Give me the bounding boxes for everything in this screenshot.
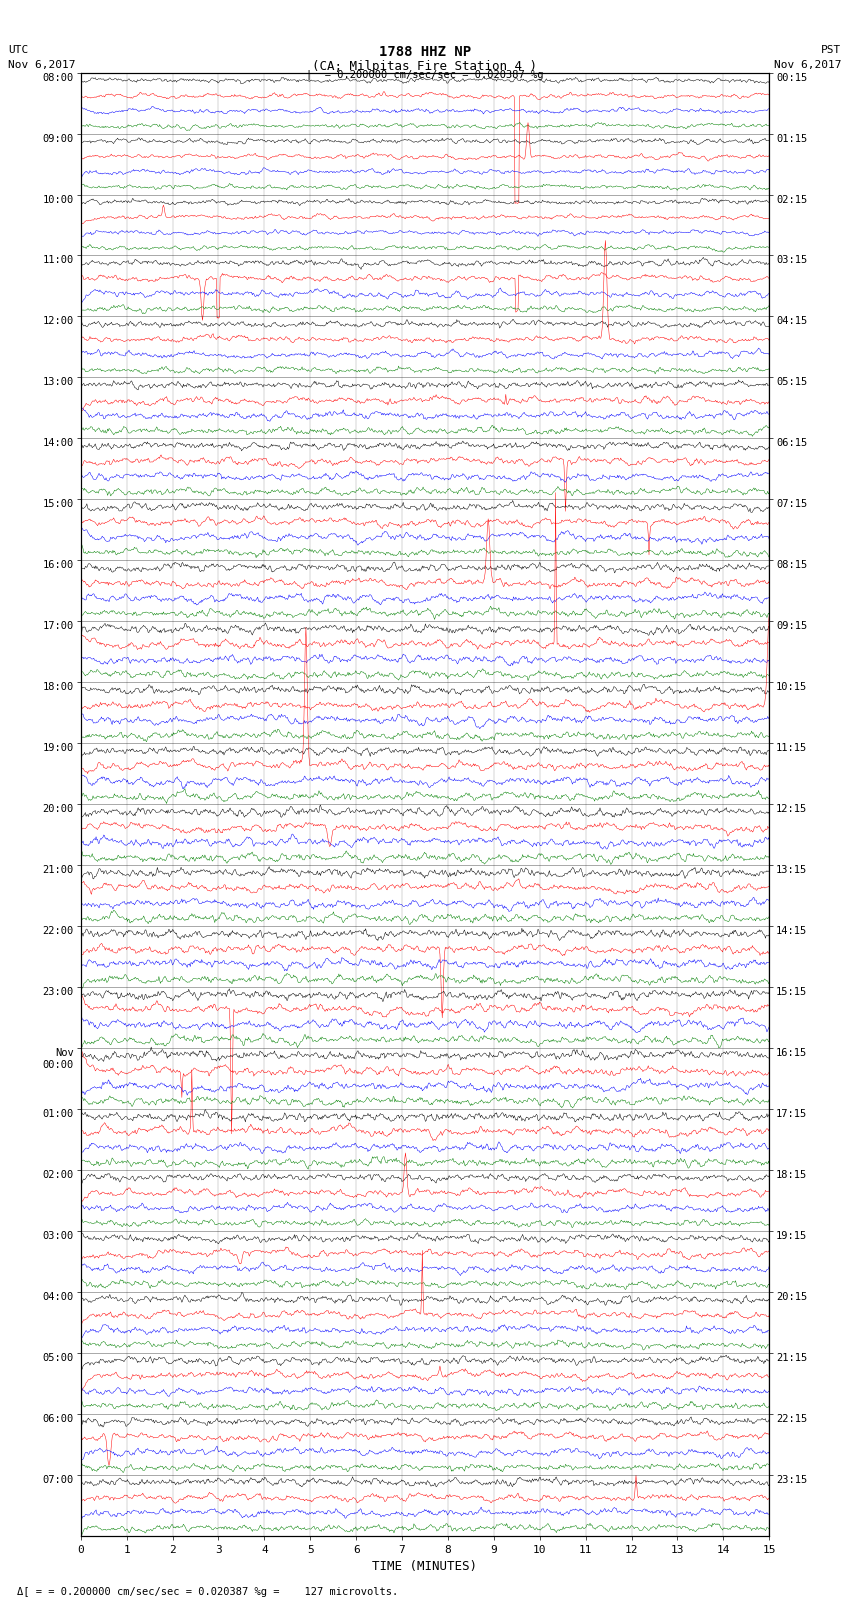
- X-axis label: TIME (MINUTES): TIME (MINUTES): [372, 1560, 478, 1573]
- Text: PST: PST: [821, 45, 842, 55]
- Text: Δ[ = = 0.200000 cm/sec/sec = 0.020387 %g =    127 microvolts.: Δ[ = = 0.200000 cm/sec/sec = 0.020387 %g…: [17, 1587, 399, 1597]
- Text: Nov 6,2017: Nov 6,2017: [774, 60, 842, 69]
- Text: Nov 6,2017: Nov 6,2017: [8, 60, 76, 69]
- Text: 1788 HHZ NP: 1788 HHZ NP: [379, 45, 471, 60]
- Text: |  = 0.200000 cm/sec/sec = 0.020387 %g: | = 0.200000 cm/sec/sec = 0.020387 %g: [306, 69, 544, 81]
- Text: (CA; Milpitas Fire Station 4 ): (CA; Milpitas Fire Station 4 ): [313, 60, 537, 73]
- Text: UTC: UTC: [8, 45, 29, 55]
